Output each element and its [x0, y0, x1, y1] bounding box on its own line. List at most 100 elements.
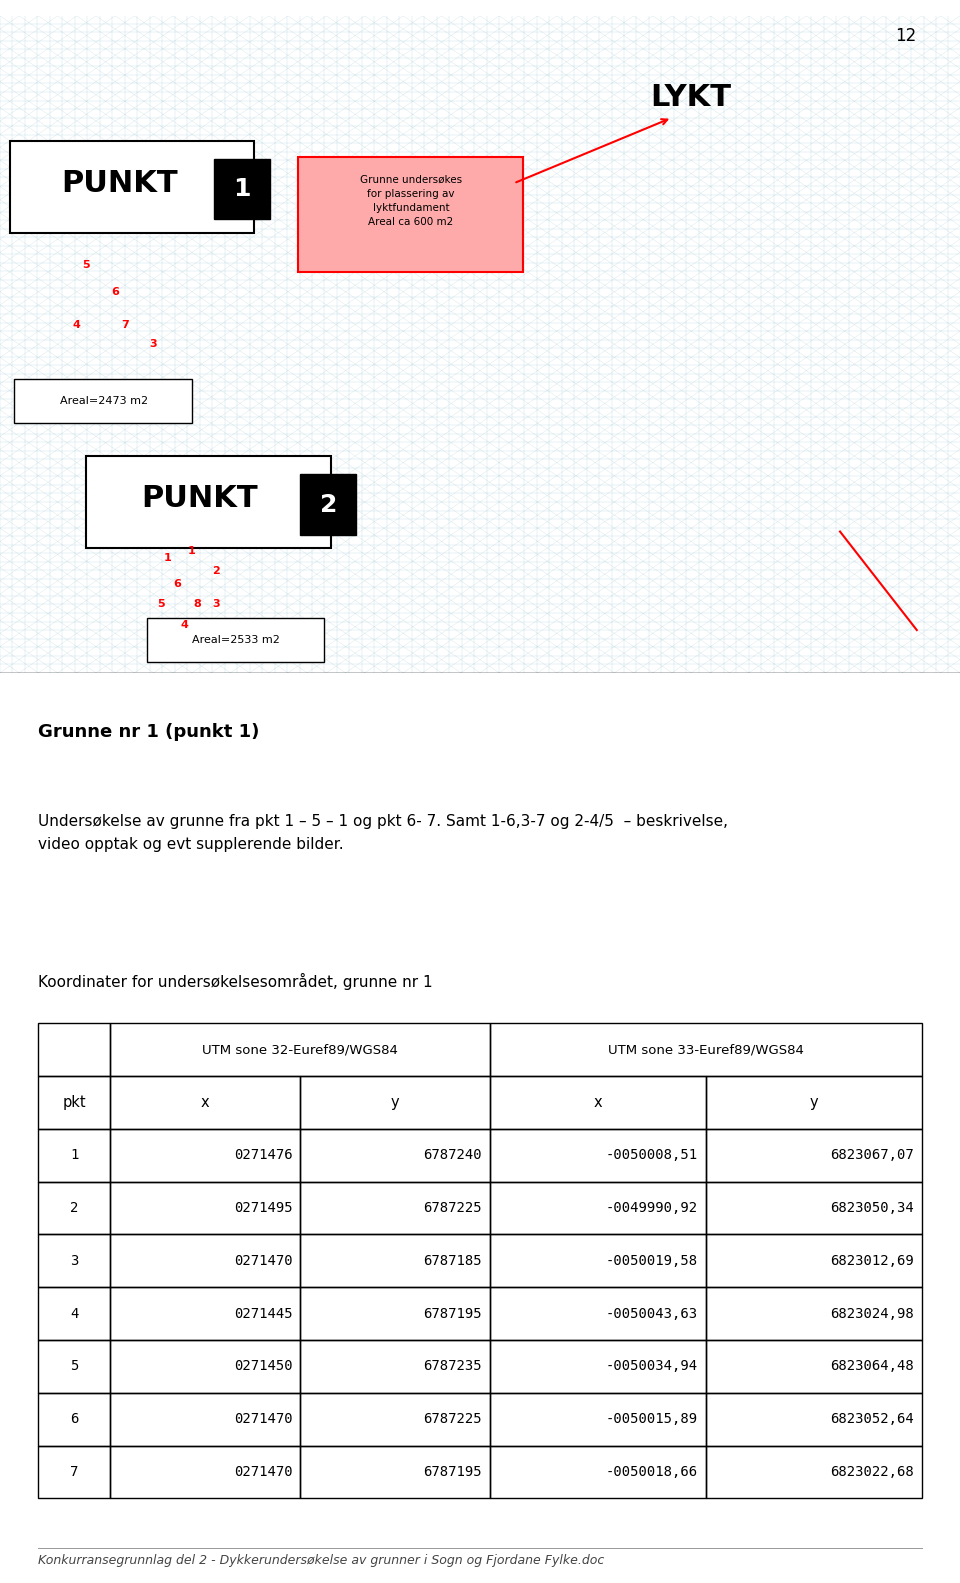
Text: 6787195: 6787195 — [423, 1306, 482, 1320]
Bar — [490, 1445, 706, 1499]
Text: 0271470: 0271470 — [234, 1254, 293, 1268]
Text: 0271476: 0271476 — [234, 1148, 293, 1162]
Bar — [38, 1393, 110, 1445]
Bar — [490, 1076, 706, 1129]
Text: 3: 3 — [70, 1254, 79, 1268]
FancyBboxPatch shape — [86, 456, 331, 548]
Text: pkt: pkt — [62, 1095, 86, 1110]
Bar — [110, 1023, 490, 1076]
Bar — [490, 1129, 706, 1181]
Text: 6: 6 — [111, 287, 119, 296]
Bar — [490, 1339, 706, 1393]
Bar — [38, 1129, 110, 1181]
Text: -0049990,92: -0049990,92 — [606, 1201, 698, 1216]
Text: 7: 7 — [70, 1464, 79, 1479]
Bar — [300, 1181, 490, 1235]
Bar — [38, 1076, 110, 1129]
Bar — [110, 1129, 300, 1181]
Text: 6823067,07: 6823067,07 — [830, 1148, 914, 1162]
Text: 6787195: 6787195 — [423, 1464, 482, 1479]
Text: 6787235: 6787235 — [423, 1360, 482, 1374]
Text: x: x — [201, 1095, 209, 1110]
Text: -0050008,51: -0050008,51 — [606, 1148, 698, 1162]
Bar — [110, 1181, 300, 1235]
FancyBboxPatch shape — [147, 617, 324, 662]
Text: 6: 6 — [70, 1412, 79, 1426]
Text: -0050018,66: -0050018,66 — [606, 1464, 698, 1479]
Text: Koordinater for undersøkelsesområdet, grunne nr 1: Koordinater for undersøkelsesområdet, gr… — [38, 974, 433, 989]
Text: 0271470: 0271470 — [234, 1464, 293, 1479]
Text: 6823024,98: 6823024,98 — [830, 1306, 914, 1320]
Text: 6823022,68: 6823022,68 — [830, 1464, 914, 1479]
Text: 1: 1 — [233, 177, 251, 201]
Text: 1: 1 — [70, 1148, 79, 1162]
Bar — [706, 1287, 922, 1339]
Text: 6823012,69: 6823012,69 — [830, 1254, 914, 1268]
Bar — [490, 1287, 706, 1339]
Text: UTM sone 32-Euref89/WGS84: UTM sone 32-Euref89/WGS84 — [203, 1043, 398, 1056]
Text: 7: 7 — [121, 320, 129, 329]
Bar — [38, 1181, 110, 1235]
Text: 5: 5 — [83, 261, 90, 271]
Text: -0050015,89: -0050015,89 — [606, 1412, 698, 1426]
Bar — [706, 1393, 922, 1445]
Bar — [38, 1023, 110, 1076]
FancyBboxPatch shape — [298, 157, 523, 272]
Text: 0271470: 0271470 — [234, 1412, 293, 1426]
Text: 2: 2 — [212, 567, 220, 576]
Text: Undersøkelse av grunne fra pkt 1 – 5 – 1 og pkt 6- 7. Samt 1-6,3-7 og 2-4/5  – b: Undersøkelse av grunne fra pkt 1 – 5 – 1… — [38, 814, 729, 852]
Text: 8: 8 — [193, 598, 201, 609]
Text: 12: 12 — [896, 27, 917, 44]
Text: 0271495: 0271495 — [234, 1201, 293, 1216]
Text: y: y — [809, 1095, 818, 1110]
Bar — [490, 1023, 922, 1076]
Bar — [706, 1235, 922, 1287]
Bar — [706, 1181, 922, 1235]
Bar — [110, 1235, 300, 1287]
Text: y: y — [391, 1095, 399, 1110]
Bar — [110, 1339, 300, 1393]
Bar — [490, 1393, 706, 1445]
Text: 2: 2 — [70, 1201, 79, 1216]
Text: x: x — [593, 1095, 602, 1110]
Text: 1: 1 — [164, 552, 172, 564]
Text: 1: 1 — [188, 546, 196, 556]
Text: 3: 3 — [150, 339, 157, 350]
Text: 6787225: 6787225 — [423, 1412, 482, 1426]
FancyBboxPatch shape — [10, 141, 254, 233]
Text: 4: 4 — [70, 1306, 79, 1320]
Bar — [706, 1129, 922, 1181]
FancyBboxPatch shape — [214, 158, 270, 220]
Bar — [38, 1287, 110, 1339]
Text: -0050019,58: -0050019,58 — [606, 1254, 698, 1268]
Bar — [706, 1339, 922, 1393]
Text: UTM sone 33-Euref89/WGS84: UTM sone 33-Euref89/WGS84 — [608, 1043, 804, 1056]
Text: PUNKT: PUNKT — [61, 169, 179, 198]
Text: 2: 2 — [320, 492, 337, 516]
Text: 3: 3 — [212, 598, 220, 609]
Bar — [706, 1076, 922, 1129]
Text: 0271445: 0271445 — [234, 1306, 293, 1320]
Text: 6787240: 6787240 — [423, 1148, 482, 1162]
Text: LYKT: LYKT — [651, 84, 732, 112]
Bar — [38, 1339, 110, 1393]
Bar — [300, 1287, 490, 1339]
Bar — [300, 1076, 490, 1129]
Text: 4: 4 — [73, 320, 81, 329]
Bar — [300, 1129, 490, 1181]
Bar — [110, 1287, 300, 1339]
Text: 6787185: 6787185 — [423, 1254, 482, 1268]
Text: 6: 6 — [174, 579, 181, 589]
Text: Konkurransegrunnlag del 2 - Dykkerundersøkelse av grunner i Sogn og Fjordane Fyl: Konkurransegrunnlag del 2 - Dykkerunders… — [38, 1555, 605, 1567]
Bar — [110, 1393, 300, 1445]
Bar — [38, 1235, 110, 1287]
Bar — [110, 1445, 300, 1499]
Text: 6823064,48: 6823064,48 — [830, 1360, 914, 1374]
Text: 5: 5 — [70, 1360, 79, 1374]
Text: 6823050,34: 6823050,34 — [830, 1201, 914, 1216]
Text: Areal=2533 m2: Areal=2533 m2 — [192, 635, 280, 644]
Text: 6787225: 6787225 — [423, 1201, 482, 1216]
FancyBboxPatch shape — [300, 475, 356, 535]
Text: 0271450: 0271450 — [234, 1360, 293, 1374]
Text: PUNKT: PUNKT — [141, 484, 258, 513]
